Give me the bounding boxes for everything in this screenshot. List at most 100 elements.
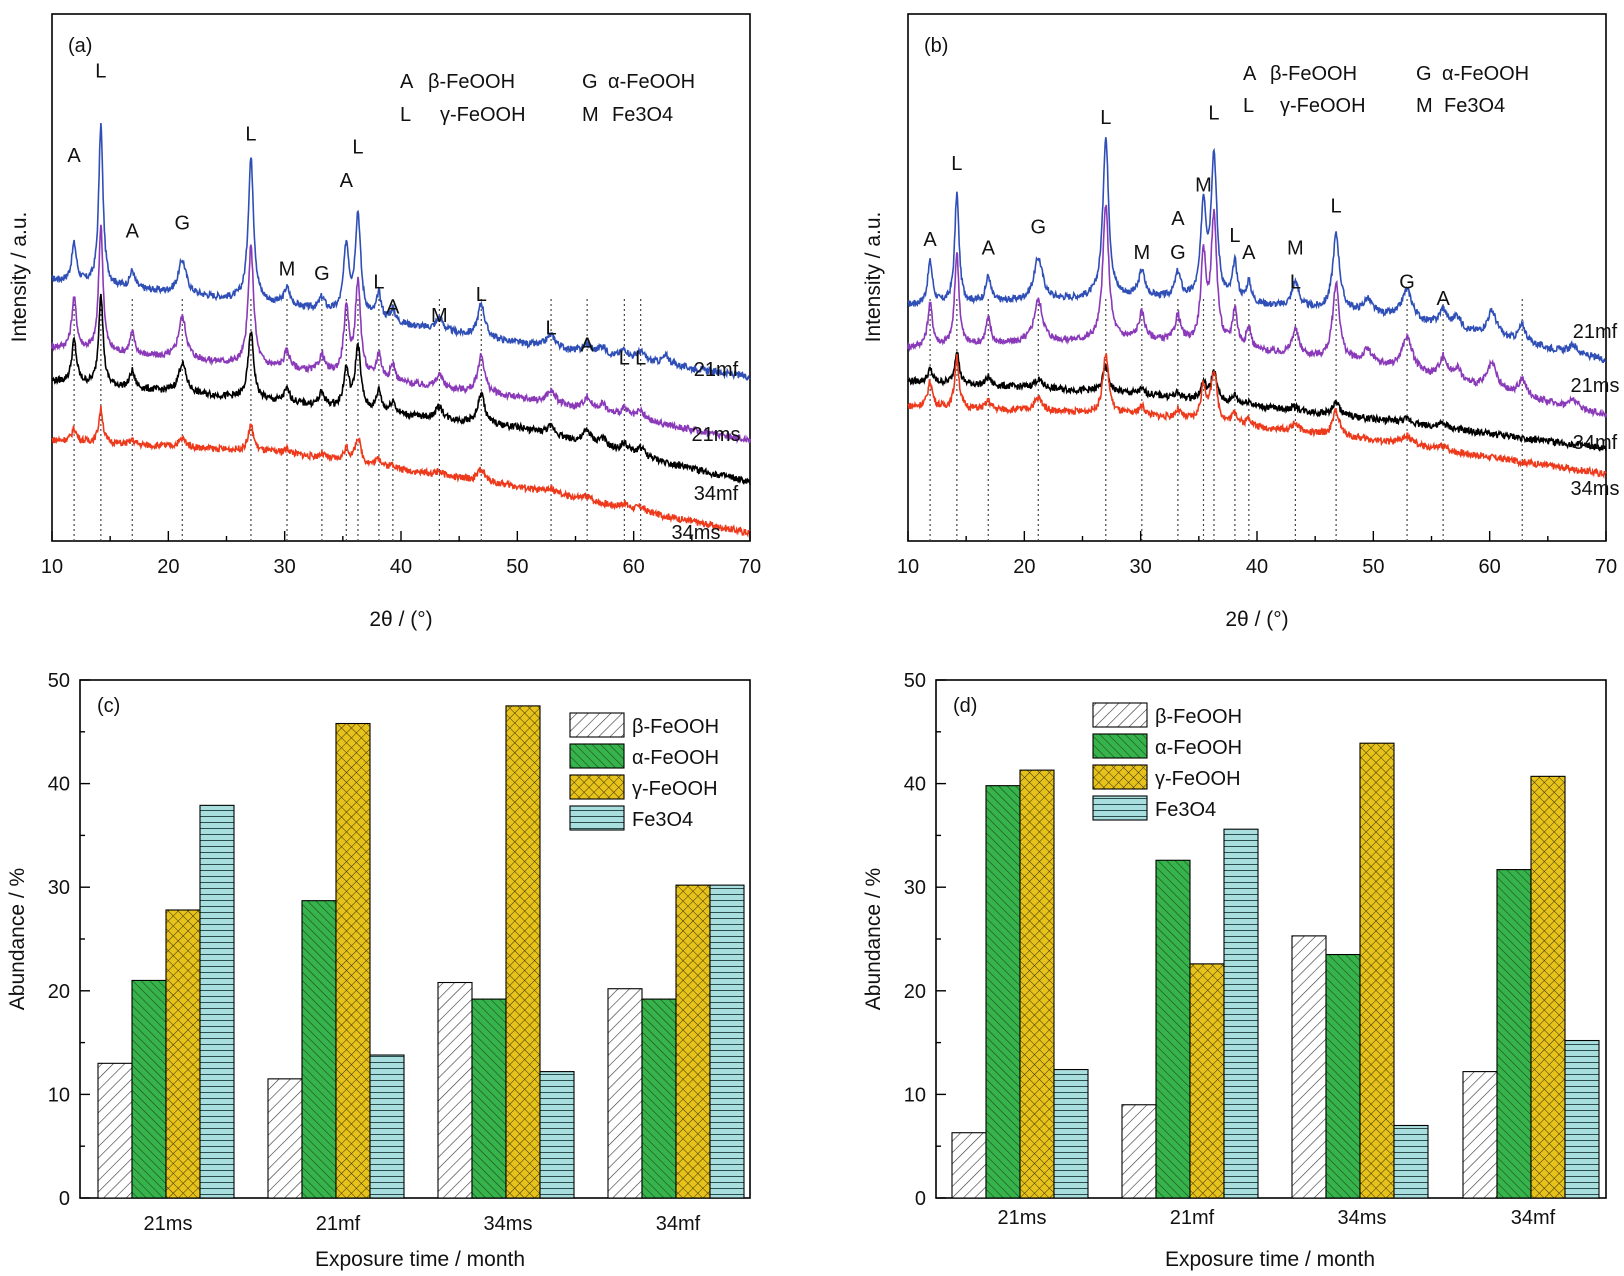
- y-tick-label: 50: [48, 670, 70, 692]
- x-axis-label: 2θ / (°): [369, 608, 432, 631]
- peak-label: A: [386, 297, 400, 319]
- peak-label: A: [580, 335, 594, 357]
- panel-label: (a): [68, 35, 92, 57]
- xrd-curve-34mf: [51, 293, 751, 485]
- legend-phase-gamma: γ-FeOOH: [1280, 95, 1366, 117]
- x-axis-label: Exposure time / month: [315, 1248, 525, 1271]
- x-tick-label: 50: [1362, 556, 1384, 578]
- category-label: 21ms: [998, 1207, 1047, 1229]
- bar-34ms-gamma: [1359, 742, 1395, 1199]
- legend-code-m: M: [582, 104, 599, 126]
- legend-label-beta: β-FeOOH: [632, 716, 719, 738]
- panel-label: (c): [97, 695, 120, 717]
- category-label: 21mf: [1170, 1207, 1215, 1229]
- legend-label-fe3o4: Fe3O4: [632, 809, 693, 831]
- bar-21mf-fe3o4: [369, 1054, 405, 1199]
- x-tick-label: 10: [897, 556, 919, 578]
- xrd-curve-34mf: [907, 351, 1607, 452]
- xrd-curve-34ms: [907, 353, 1607, 479]
- bar-21ms-alpha: [985, 785, 1021, 1199]
- panel-label: (b): [924, 35, 948, 57]
- y-axis-label: Abundance / %: [862, 868, 885, 1010]
- bar-21mf-gamma: [335, 722, 371, 1199]
- peak-label: G: [1399, 271, 1415, 293]
- curve-label-34mf: 34mf: [694, 483, 739, 505]
- legend-code-g: G: [582, 71, 598, 93]
- bar-34mf-fe3o4: [1564, 1039, 1600, 1199]
- bar-21mf-alpha: [301, 900, 337, 1199]
- legend-code-l: L: [1243, 95, 1254, 117]
- bar-21ms-gamma: [165, 909, 201, 1199]
- legend-phase-fe3o4: Fe3O4: [612, 104, 673, 126]
- curve-label-21mf: 21mf: [1573, 321, 1618, 343]
- peak-label: L: [546, 318, 557, 340]
- bar-21mf-beta: [1121, 1104, 1157, 1199]
- plot-frame: [907, 13, 1607, 542]
- x-tick-label: 30: [1130, 556, 1152, 578]
- x-tick-label: 20: [1013, 556, 1035, 578]
- peak-label: M: [431, 305, 448, 327]
- bar-34mf-fe3o4: [709, 884, 745, 1199]
- peak-label: G: [314, 263, 330, 285]
- y-tick-label: 40: [904, 774, 926, 796]
- x-axis-label: 2θ / (°): [1225, 608, 1288, 631]
- peak-label: L: [1229, 225, 1240, 247]
- peak-label: L: [1100, 107, 1111, 129]
- legend-swatch-alpha: [1092, 733, 1148, 759]
- curve-label-34ms: 34ms: [1571, 478, 1620, 500]
- y-tick-label: 10: [48, 1084, 70, 1106]
- peak-label: A: [1242, 242, 1256, 264]
- legend-label-beta: β-FeOOH: [1155, 706, 1242, 728]
- category-label: 34ms: [1338, 1207, 1387, 1229]
- peak-label: L: [635, 347, 646, 369]
- peak-label: M: [1133, 242, 1150, 264]
- peak-label: A: [67, 145, 81, 167]
- category-label: 21mf: [316, 1213, 361, 1235]
- y-tick-label: 10: [904, 1084, 926, 1106]
- legend-phase-gamma: γ-FeOOH: [440, 104, 526, 126]
- peak-label: L: [619, 347, 630, 369]
- legend-label-fe3o4: Fe3O4: [1155, 799, 1216, 821]
- xrd-curve-21mf: [907, 137, 1607, 364]
- bar-34ms-gamma: [505, 705, 541, 1199]
- bar-panel-c: (c) 0 10 20 30 40 50 21ms 21mf 34ms 34mf β-FeOOH…: [6, 670, 751, 1271]
- bar-34mf-alpha: [1496, 869, 1532, 1199]
- legend-phase-alpha: α-FeOOH: [1442, 63, 1529, 85]
- bar-21ms-fe3o4: [1053, 1068, 1089, 1199]
- curve-label-21mf: 21mf: [694, 359, 739, 381]
- xrd-curve-21ms: [907, 204, 1607, 418]
- legend-label-gamma: γ-FeOOH: [632, 778, 718, 800]
- peak-label: A: [126, 221, 140, 243]
- bar-21ms-alpha: [131, 979, 167, 1199]
- x-tick-label: 70: [1595, 556, 1617, 578]
- peak-label: A: [982, 238, 996, 260]
- category-label: 34mf: [1511, 1207, 1556, 1229]
- legend-label-gamma: γ-FeOOH: [1155, 768, 1241, 790]
- peak-label: M: [1287, 238, 1304, 260]
- x-tick-label: 10: [41, 556, 63, 578]
- bar-34ms-fe3o4: [1393, 1124, 1429, 1199]
- bar-34mf-alpha: [641, 998, 677, 1199]
- y-tick-label: 20: [48, 981, 70, 1003]
- legend-code-a: A: [400, 71, 414, 93]
- x-tick-label: 60: [623, 556, 645, 578]
- phase-legend: A β-FeOOH G α-FeOOH L γ-FeOOH M Fe3O4: [400, 71, 695, 126]
- legend-swatch-beta: [569, 712, 625, 738]
- y-axis-label: Intensity / a.u.: [8, 212, 31, 343]
- curve-label-34mf: 34mf: [1573, 432, 1618, 454]
- y-tick-label: 30: [48, 877, 70, 899]
- bar-21mf-gamma: [1189, 963, 1225, 1199]
- peak-label: A: [923, 229, 937, 251]
- peak-label: A: [1171, 208, 1185, 230]
- peak-label: G: [1031, 217, 1047, 239]
- bar-21ms-beta: [97, 1062, 133, 1199]
- legend-phase-fe3o4: Fe3O4: [1444, 95, 1505, 117]
- bar-21ms-fe3o4: [199, 804, 235, 1199]
- x-tick-label: 60: [1479, 556, 1501, 578]
- curve-label-34ms: 34ms: [672, 522, 721, 544]
- peak-label: A: [340, 170, 354, 192]
- bar-34ms-alpha: [471, 998, 507, 1199]
- peak-label: L: [245, 124, 256, 146]
- peak-label: L: [352, 136, 363, 158]
